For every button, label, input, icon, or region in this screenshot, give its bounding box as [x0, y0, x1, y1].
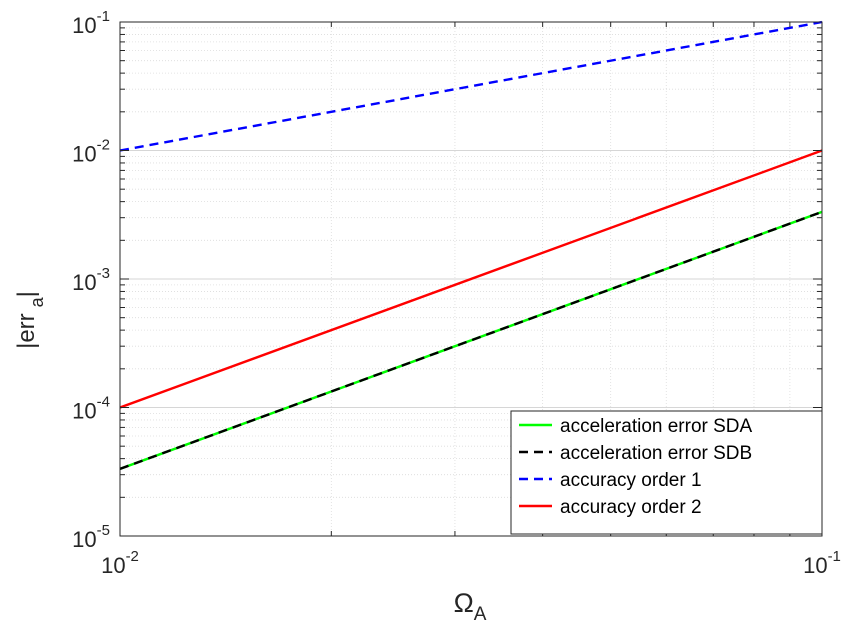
y-tick-base: 10: [72, 527, 96, 552]
minor-grid: [120, 22, 822, 536]
y-tick-label: 10-4: [72, 394, 110, 424]
y-tick-exponent: -2: [97, 137, 110, 154]
legend-box: [510, 410, 823, 535]
legend-label-1: acceleration error SDA: [560, 416, 753, 437]
x-axis-label-subscript: A: [474, 604, 487, 625]
x-tick-label: 10-1: [803, 548, 841, 578]
y-tick-label: 10-1: [72, 8, 110, 38]
y-axis-label-post: |: [13, 291, 40, 297]
y-tick-base: 10: [72, 399, 96, 424]
y-tick-base: 10: [72, 142, 96, 167]
x-tick-exponent: -1: [828, 548, 841, 565]
y-tick-label: 10-5: [72, 522, 110, 552]
y-tick-labels: 10-510-410-310-210-1: [72, 8, 110, 552]
y-tick-exponent: -5: [97, 522, 110, 539]
x-tick-base: 10: [101, 553, 125, 578]
y-tick-exponent: -4: [97, 394, 110, 411]
y-tick-base: 10: [72, 270, 96, 295]
x-tick-base: 10: [803, 553, 827, 578]
x-tick-exponent: -2: [126, 548, 139, 565]
y-tick-label: 10-2: [72, 137, 110, 167]
y-tick-exponent: -1: [97, 8, 110, 25]
legend-label-4: accuracy order 2: [560, 497, 702, 518]
x-axis-label: ΩA: [454, 588, 487, 625]
y-axis-label: |err a|: [13, 291, 47, 349]
x-tick-labels: 10-2 10-1: [101, 548, 841, 578]
series-line-4: [119, 149, 823, 409]
x-axis-label-base: Ω: [454, 588, 474, 618]
series-line-2: [119, 210, 823, 470]
series-layer: [119, 20, 823, 470]
y-axis-label-subscript: a: [27, 296, 47, 307]
y-axis-label-pre: |err: [13, 313, 40, 349]
x-tick-label: 10-2: [101, 548, 139, 578]
legend-label-3: accuracy order 1: [560, 470, 702, 491]
y-tick-base: 10: [72, 13, 96, 38]
legend-label-2: acceleration error SDB: [560, 443, 752, 464]
legend: acceleration error SDA acceleration error…: [510, 410, 823, 535]
y-tick-exponent: -3: [97, 265, 110, 282]
tick-marks: [120, 21, 822, 537]
y-tick-label: 10-3: [72, 265, 110, 295]
